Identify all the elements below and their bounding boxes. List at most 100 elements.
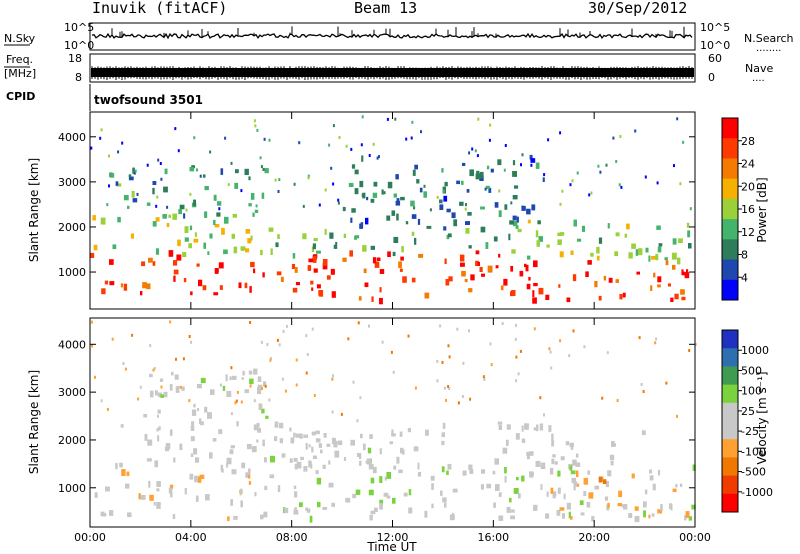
colorbar-tick-label: 500	[741, 364, 762, 377]
power-cell	[120, 283, 123, 288]
velocity-cell	[657, 509, 662, 514]
power-cell	[117, 216, 121, 223]
colorbar-tick-label: -25	[741, 425, 759, 438]
colorbar-swatch	[722, 239, 738, 261]
velocity-cell	[165, 443, 171, 450]
power-cell	[626, 223, 630, 230]
freq-panel: Freq. [MHz] 18 8 60 0 Nave ....	[4, 52, 773, 84]
power-cell	[311, 287, 314, 291]
power-cell	[543, 173, 546, 177]
power-cell	[590, 191, 593, 195]
velocity-cell	[138, 493, 141, 500]
velocity-cell	[309, 515, 313, 523]
power-cell	[264, 168, 269, 174]
power-cell	[538, 236, 543, 242]
velocity-cell	[172, 514, 176, 519]
power-cell	[355, 235, 360, 239]
velocity-cell	[276, 338, 279, 342]
velocity-cell	[489, 342, 492, 346]
power-cell	[182, 252, 187, 257]
velocity-cell	[352, 493, 357, 499]
power-cell	[650, 285, 653, 291]
colorbar-tick-label: 16	[741, 203, 755, 216]
velocity-cell	[241, 462, 246, 469]
velocity-cell	[441, 440, 445, 446]
power-cell	[203, 242, 207, 249]
power-cell	[196, 168, 198, 172]
velocity-cell	[179, 443, 183, 451]
power-cell	[326, 275, 331, 280]
power-cell	[451, 212, 456, 219]
velocity-cell	[644, 489, 648, 495]
power-cell	[680, 289, 685, 295]
velocity-cell	[312, 455, 317, 459]
velocity-cell	[285, 324, 288, 328]
power-cell	[313, 268, 318, 273]
power-cell	[104, 280, 109, 285]
colorbar-tick-label: -500	[741, 466, 766, 479]
power-cell	[631, 243, 636, 249]
power-cell	[379, 297, 383, 305]
velocity-cell	[368, 324, 370, 328]
power-cell	[214, 224, 220, 228]
velocity-cell	[269, 474, 275, 479]
velocity-cell	[149, 494, 154, 501]
velocity-cell	[293, 432, 296, 438]
power-cell	[280, 276, 284, 282]
velocity-cell	[386, 495, 391, 499]
power-cell	[453, 219, 458, 227]
power-cell	[576, 171, 579, 175]
power-cell	[198, 279, 203, 287]
velocity-cell	[226, 462, 229, 468]
velocity-cell	[355, 489, 361, 495]
velocity-cell	[551, 433, 554, 441]
velocity-cell	[605, 480, 609, 488]
power-cell	[109, 259, 114, 265]
velocity-cell	[548, 425, 552, 432]
velocity-cell	[105, 486, 110, 492]
power-cell	[573, 219, 577, 227]
velocity-cell	[504, 467, 507, 474]
power-cell	[131, 190, 135, 198]
power-cell	[184, 237, 189, 242]
velocity-cell	[573, 481, 578, 487]
velocity-cell	[506, 506, 511, 513]
power-cell	[232, 213, 237, 218]
velocity-cell	[583, 491, 587, 497]
velocity-cell	[357, 321, 360, 325]
power-cell	[426, 225, 432, 229]
velocity-cell	[607, 502, 610, 508]
velocity-cell	[226, 457, 232, 465]
velocity-cell	[655, 337, 658, 341]
power-cell	[413, 206, 416, 210]
velocity-cell	[258, 403, 262, 411]
velocity-cell	[199, 474, 205, 479]
power-cell	[423, 184, 426, 188]
velocity-cell	[598, 477, 603, 483]
velocity-cell	[169, 429, 173, 436]
velocity-cell	[688, 516, 692, 521]
ytick-label: 2000	[58, 221, 86, 234]
power-cell	[443, 195, 448, 202]
power-cell	[276, 271, 282, 276]
power-cell	[671, 252, 677, 260]
velocity-cell	[461, 395, 464, 398]
velocity-cell	[628, 513, 633, 518]
velocity-cell	[444, 502, 447, 508]
power-cell	[140, 291, 143, 296]
velocity-cell	[591, 516, 595, 522]
velocity-cell	[691, 504, 696, 510]
velocity-cell	[573, 484, 576, 491]
power-cell	[121, 141, 124, 145]
velocity-cell	[332, 374, 334, 378]
velocity-cell	[284, 507, 289, 514]
power-cell	[278, 178, 281, 182]
power-cell	[298, 141, 301, 145]
velocity-cell	[305, 443, 308, 450]
velocity-cell	[231, 469, 237, 475]
velocity-cell	[360, 433, 363, 439]
power-cell	[446, 208, 451, 213]
velocity-cell	[239, 491, 242, 496]
velocity-cell	[611, 441, 615, 447]
velocity-cell	[115, 463, 118, 470]
